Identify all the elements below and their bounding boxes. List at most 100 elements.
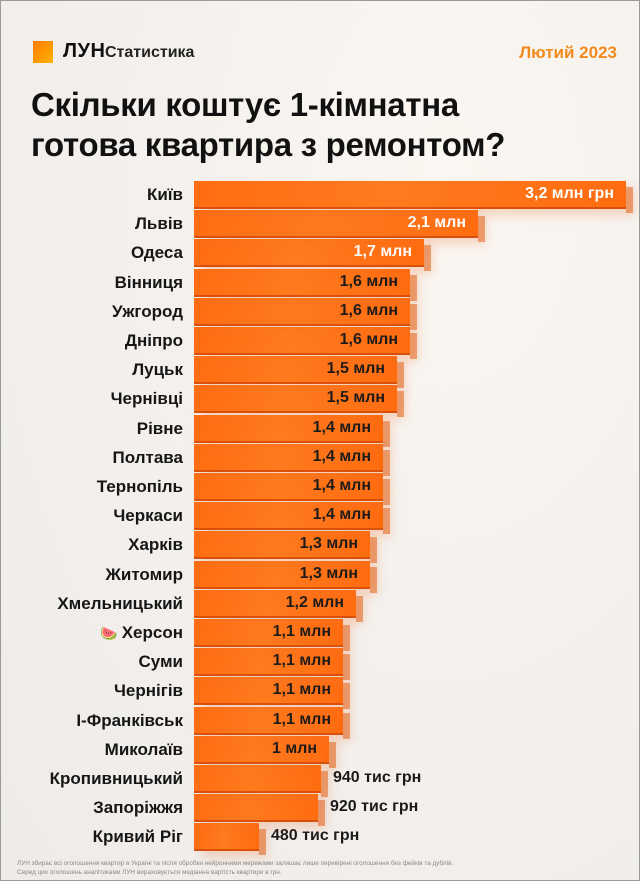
city-label: Чернівці — [111, 389, 183, 409]
bar — [194, 560, 377, 593]
city-label: Рівне — [137, 419, 183, 439]
city-name: Тернопіль — [96, 477, 183, 496]
city-label: Дніпро — [125, 331, 183, 351]
bar — [194, 794, 325, 827]
bar — [194, 823, 266, 856]
value-label: 940 тис грн — [333, 769, 422, 786]
city-name: І-Франківськ — [76, 710, 183, 730]
city-label: Кривий Ріг — [93, 827, 183, 847]
bar — [194, 414, 390, 447]
brand-subtitle: Статистика — [105, 44, 195, 61]
value-label: 1,4 млн — [312, 477, 371, 494]
bar-row: І-Франківськ 1,1 млн — [1, 706, 640, 739]
bar-row: Львів 2,1 млн — [1, 210, 640, 243]
bar-row: Кривий Ріг 480 тис грн — [1, 823, 640, 856]
city-label: Черкаси — [113, 506, 183, 526]
value-label: 1,2 млн — [285, 593, 344, 611]
bar — [194, 268, 417, 301]
city-name: Дніпро — [124, 331, 183, 350]
city-name: Кропивницький — [49, 769, 183, 788]
bar-row: Черкаси 1,4 млн — [1, 502, 640, 535]
bar — [194, 297, 417, 330]
bar — [194, 239, 431, 272]
footnote-line-1: ЛУН збирає всі оголошення квартир в Укра… — [17, 860, 454, 867]
city-name: Львів — [134, 214, 183, 234]
value-label: 480 тис грн — [271, 827, 360, 845]
value-label: 1,6 млн — [339, 272, 398, 290]
watermelon-icon: 🍉 — [100, 625, 118, 641]
value-label: 1,4 млн — [312, 506, 371, 524]
city-name: Хмельницький — [57, 593, 183, 613]
city-name: Вінниця — [114, 272, 183, 292]
value-label: 920 тис грн — [330, 798, 419, 816]
lun-logo-icon — [33, 41, 53, 63]
title-line-2: готова квартира з ремонтом? — [31, 126, 506, 163]
bar-row: Тернопіль 1,4 млн — [1, 473, 640, 505]
city-name: Одеса — [131, 243, 183, 263]
bar-row: Хмельницький 1,2 млн — [1, 589, 640, 622]
city-name: Суми — [138, 652, 183, 672]
city-name: Рівне — [136, 418, 183, 438]
city-label: Вінниця — [115, 273, 183, 293]
value-label: 2,1 млн — [407, 214, 466, 232]
value-label: 1,7 млн — [353, 243, 412, 261]
value-label: 1,4 млн — [312, 447, 371, 465]
bar-row: Житомир 1,3 млн — [1, 560, 640, 593]
bar — [194, 181, 633, 213]
value-label: 1 млн — [271, 739, 317, 757]
bar — [194, 735, 336, 768]
value-label: 1,3 млн — [299, 564, 358, 582]
bar — [194, 327, 417, 359]
title-line-1: Скільки коштує 1-кімнатна — [31, 86, 459, 123]
city-label: Полтава — [113, 448, 183, 468]
bar — [194, 589, 363, 622]
city-name: Кривий Ріг — [92, 827, 183, 847]
bar-row: Дніпро 1,6 млн — [1, 327, 640, 359]
city-name: Чернігів — [113, 681, 183, 701]
bar-row: Вінниця 1,6 млн — [1, 268, 640, 301]
bar-row: Кропивницький 940 тис грн — [1, 765, 640, 797]
bar-row: Полтава 1,4 млн — [1, 443, 640, 476]
city-label: 🍉 Херсон — [100, 623, 183, 643]
value-label: 1,5 млн — [326, 360, 385, 378]
value-label: 1,5 млн — [326, 389, 385, 407]
city-label: Миколаїв — [105, 740, 183, 760]
bar — [194, 443, 390, 476]
city-label: Тернопіль — [97, 477, 183, 497]
city-name: Черкаси — [113, 506, 183, 526]
value-label: 1,1 млн — [272, 623, 331, 640]
footnote-line-2: Серед цих оголошень аналітиками ЛУН вира… — [17, 868, 282, 876]
city-label: Суми — [138, 652, 183, 672]
bar — [194, 706, 350, 739]
city-name: Чернівці — [110, 389, 183, 409]
value-label: 1,1 млн — [272, 710, 331, 728]
city-label: І-Франківськ — [76, 711, 183, 731]
bar — [194, 677, 350, 710]
bar — [194, 619, 350, 651]
city-name: Миколаїв — [104, 739, 183, 759]
footnote: ЛУН збирає всі оголошення квартир в Укра… — [17, 860, 627, 877]
bar — [194, 385, 404, 418]
city-label: Житомир — [106, 565, 184, 585]
city-label: Львів — [135, 214, 183, 234]
city-name: Полтава — [112, 447, 183, 467]
report-date: Лютий 2023 — [519, 43, 617, 62]
bar-row: Суми 1,1 млн — [1, 648, 640, 681]
value-label: 3,2 млн грн — [525, 185, 614, 202]
city-name: Ужгород — [112, 301, 183, 321]
city-name: Житомир — [105, 564, 184, 584]
value-label: 1,6 млн — [339, 331, 398, 348]
bar — [194, 648, 350, 681]
bar-row: Чернівці 1,5 млн — [1, 385, 640, 418]
city-name: Київ — [146, 185, 183, 204]
city-label: Київ — [147, 185, 183, 205]
bar-row: Одеса 1,7 млн — [1, 239, 640, 272]
value-label: 1,1 млн — [272, 681, 331, 699]
bar-row: Миколаїв 1 млн — [1, 735, 640, 768]
bar-row: Київ 3,2 млн грн — [1, 181, 640, 213]
value-label: 1,1 млн — [272, 652, 331, 670]
bar-row: Рівне 1,4 млн — [1, 414, 640, 447]
value-label: 1,4 млн — [312, 418, 371, 436]
bar-row: Луцьк 1,5 млн — [1, 356, 640, 389]
